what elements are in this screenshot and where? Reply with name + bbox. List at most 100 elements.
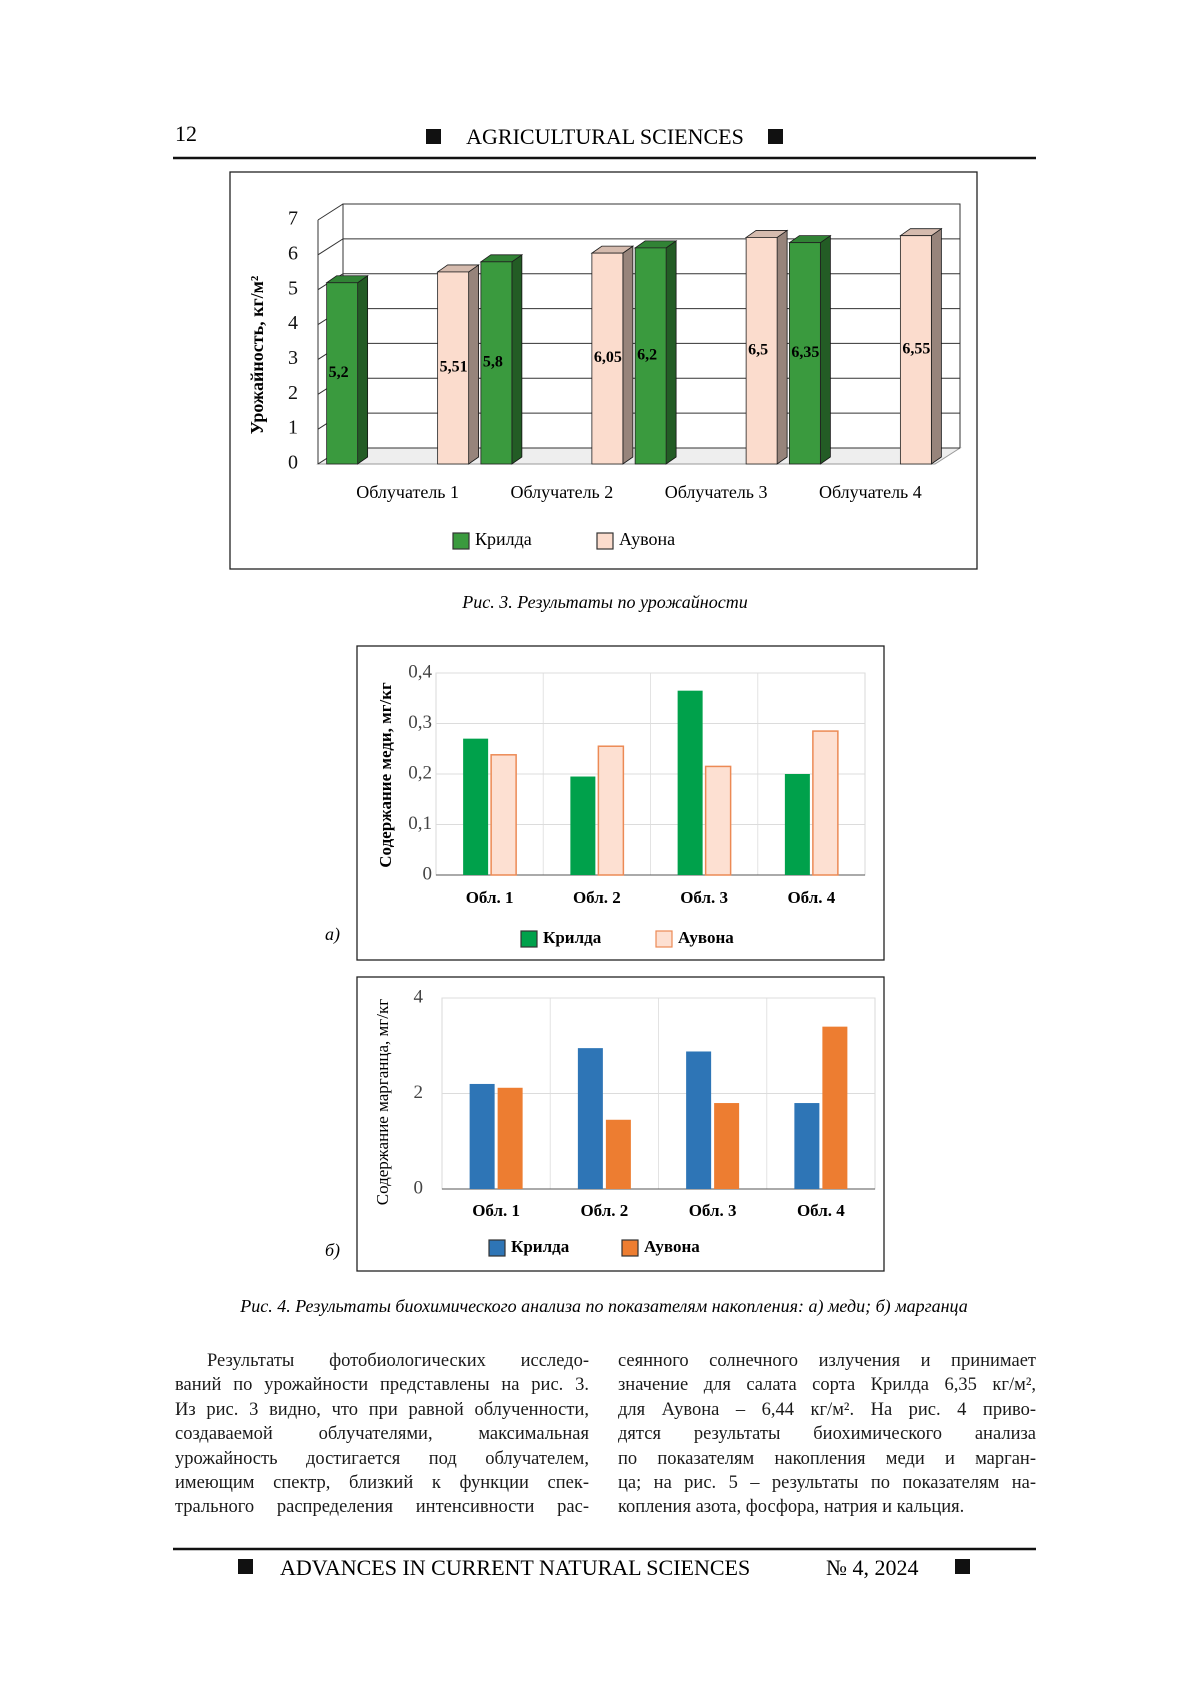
text-line: ваний по урожайности представлены на рис… [175, 1373, 589, 1397]
y-axis-label: Содержание меди, мг/кг [376, 682, 395, 868]
bar [598, 746, 623, 875]
legend-label: Крилда [475, 529, 532, 549]
bar [813, 731, 838, 875]
page-number: 12 [175, 121, 197, 146]
text-line: для Аувона – 6,44 кг/м². На рис. 4 приво… [618, 1398, 1036, 1422]
square [238, 1559, 253, 1574]
legend-swatch [489, 1240, 505, 1256]
value-label: 6,5 [748, 341, 768, 358]
panel-label: б) [325, 1240, 340, 1261]
text-line: по показателям накопления меди и марган- [618, 1447, 1036, 1471]
legend-swatch [453, 533, 469, 549]
y-tick-label: 0,1 [408, 813, 432, 834]
bar-side [820, 236, 830, 464]
text-line: значение для салата сорта Крилда 6,35 кг… [618, 1373, 1036, 1397]
text-line: Из рис. 3 видно, что при равной облученн… [175, 1398, 589, 1422]
legend-swatch [622, 1240, 638, 1256]
x-tick-label: Обл. 2 [580, 1201, 628, 1220]
value-label: 6,35 [791, 344, 819, 361]
bar [606, 1120, 631, 1189]
text-line: дятся результаты биохимического анализа [618, 1422, 1036, 1446]
value-label: 6,55 [902, 341, 930, 358]
x-tick-label: Облучатель 2 [510, 482, 613, 502]
caption: Рис. 4. Результаты биохимического анализ… [239, 1296, 968, 1317]
y-tick-label: 1 [288, 417, 298, 439]
bar [785, 774, 810, 875]
text-line: ца; на рис. 5 – результаты по показателя… [618, 1471, 1036, 1495]
bar-side [931, 229, 941, 464]
square [955, 1559, 970, 1574]
y-tick-label: 5 [288, 277, 298, 299]
y-axis-label: Урожайность, кг/м² [247, 276, 267, 435]
bar-side [469, 265, 479, 464]
bar-side [512, 255, 522, 464]
bar [463, 739, 488, 875]
legend-label: Крилда [511, 1237, 570, 1256]
caption: Рис. 3. Результаты по урожайности [461, 592, 747, 612]
y-tick-label: 7 [288, 208, 298, 230]
bar [686, 1051, 711, 1189]
footer-journal: ADVANCES IN CURRENT NATURAL SCIENCES [280, 1555, 750, 1580]
y-tick-label: 4 [288, 312, 298, 334]
x-tick-label: Обл. 4 [797, 1201, 845, 1220]
y-tick-label: 6 [288, 242, 298, 264]
y-tick-label: 0 [423, 863, 433, 884]
bar [491, 755, 516, 875]
text-line: создаваемой облучателями, максимальная [175, 1422, 589, 1446]
bar [706, 766, 731, 875]
bar [498, 1088, 523, 1189]
legend-label: Аувона [678, 928, 734, 947]
value-label: 5,51 [440, 359, 468, 376]
x-tick-label: Обл. 4 [787, 888, 835, 907]
x-tick-label: Обл. 2 [573, 888, 621, 907]
text-line: Результаты фотобиологических исследо- [175, 1349, 589, 1373]
y-tick-label: 0,3 [408, 712, 432, 733]
legend-swatch [597, 533, 613, 549]
bar [470, 1084, 495, 1189]
legend-label: Аувона [619, 529, 675, 549]
section-title: AGRICULTURAL SCIENCES [466, 124, 744, 149]
y-tick-label: 0,2 [408, 762, 432, 783]
x-tick-label: Обл. 1 [472, 1201, 520, 1220]
y-tick-label: 4 [414, 986, 424, 1007]
y-tick-label: 3 [288, 347, 298, 369]
text-line: сеянного солнечного излучения и принимае… [618, 1349, 1036, 1373]
value-label: 5,2 [329, 364, 349, 381]
y-tick-label: 2 [288, 382, 298, 404]
legend-label: Крилда [543, 928, 602, 947]
bar-side [623, 246, 633, 464]
value-label: 6,05 [594, 349, 622, 366]
text-line: урожайность достигается под облучателем, [175, 1447, 589, 1471]
bar [794, 1103, 819, 1189]
body-column: сеянного солнечного излучения и принимае… [618, 1349, 1036, 1520]
legend-swatch [656, 931, 672, 947]
bar [822, 1027, 847, 1189]
x-tick-label: Обл. 3 [680, 888, 728, 907]
y-tick-label: 0,4 [408, 661, 432, 682]
text-line: имеющим спектр, близкий к функции спек- [175, 1471, 589, 1495]
x-tick-label: Обл. 1 [466, 888, 514, 907]
y-tick-label: 0 [288, 452, 298, 474]
text-line: копления азота, фосфора, натрия и кальци… [618, 1495, 1036, 1519]
bar [578, 1048, 603, 1189]
bar [714, 1103, 739, 1189]
bar-side [777, 230, 787, 464]
panel-label: а) [325, 924, 340, 945]
bar-side [358, 276, 368, 464]
bar-side [666, 241, 676, 464]
body-column: Результаты фотобиологических исследо-ван… [175, 1349, 589, 1520]
legend-label: Аувона [644, 1237, 700, 1256]
footer-issue: № 4, 2024 [826, 1555, 919, 1580]
square [768, 129, 783, 144]
y-tick-label: 0 [414, 1177, 424, 1198]
y-tick-label: 2 [414, 1082, 424, 1103]
bar [570, 777, 595, 875]
value-label: 6,2 [637, 347, 657, 364]
x-tick-label: Облучатель 4 [819, 482, 922, 502]
x-tick-label: Облучатель 3 [665, 482, 768, 502]
y-axis-label: Содержание марганца, мг/кг [373, 999, 392, 1205]
x-tick-label: Обл. 3 [689, 1201, 737, 1220]
value-label: 5,8 [483, 354, 503, 371]
x-tick-label: Облучатель 1 [356, 482, 459, 502]
